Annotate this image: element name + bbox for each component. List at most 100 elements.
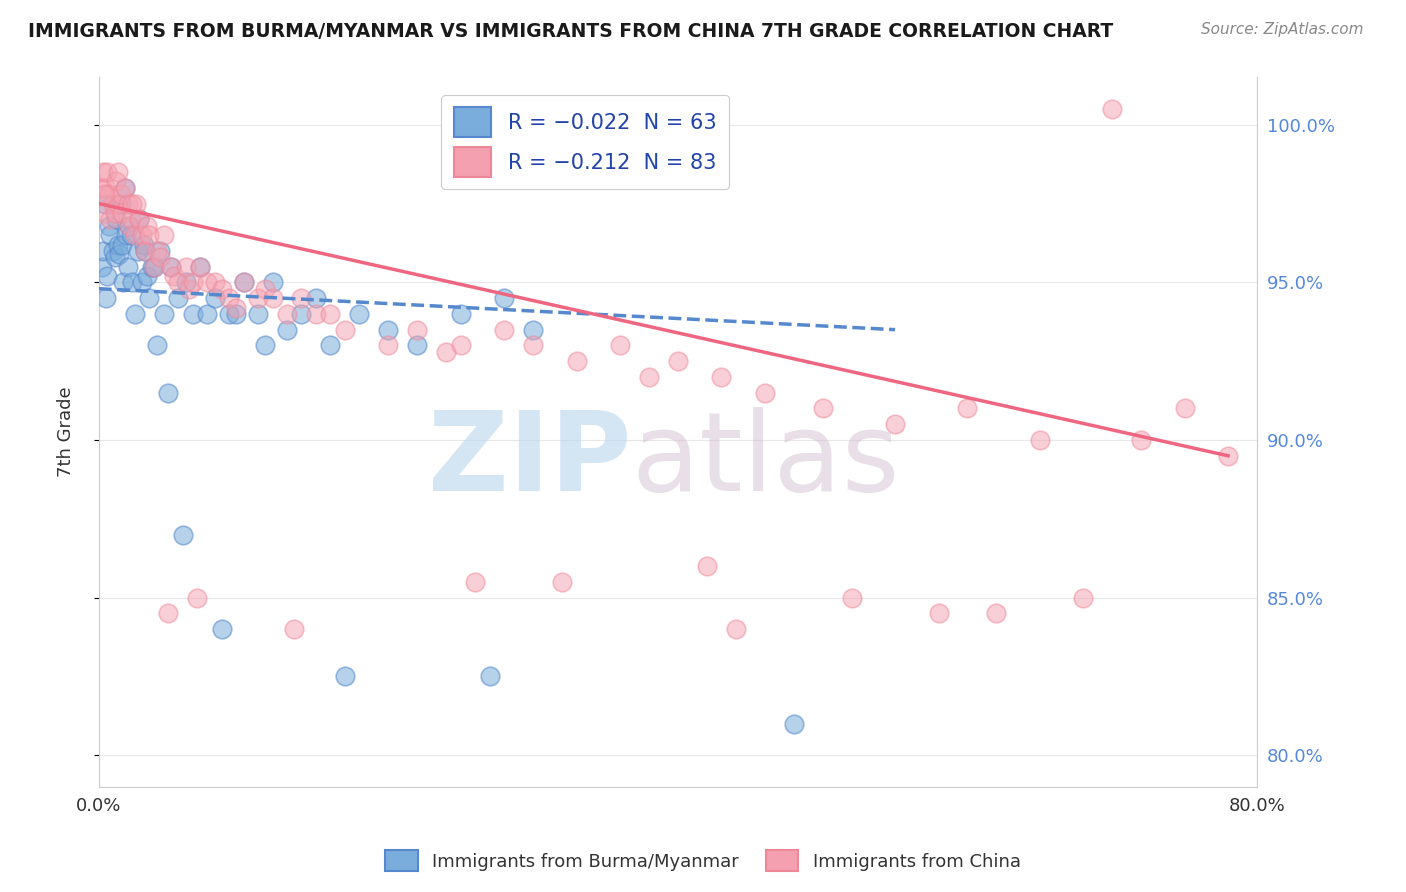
Point	[551, 574, 574, 589]
Point	[211, 282, 233, 296]
Point	[120, 228, 142, 243]
Point	[135, 219, 157, 233]
Point	[724, 622, 747, 636]
Point	[100, 212, 122, 227]
Point	[128, 212, 150, 227]
Point	[115, 228, 138, 243]
Point	[134, 244, 156, 258]
Point	[225, 301, 247, 315]
Point	[1101, 102, 1123, 116]
Point	[232, 276, 254, 290]
Point	[138, 291, 160, 305]
Point	[104, 250, 127, 264]
Point	[464, 574, 486, 589]
Point	[754, 385, 776, 400]
Point	[218, 291, 240, 305]
Text: atlas: atlas	[631, 407, 900, 514]
Point	[121, 276, 143, 290]
Point	[142, 260, 165, 274]
Point	[783, 716, 806, 731]
Text: Source: ZipAtlas.com: Source: ZipAtlas.com	[1201, 22, 1364, 37]
Point	[131, 228, 153, 243]
Point	[100, 228, 122, 243]
Point	[450, 307, 472, 321]
Point	[177, 282, 200, 296]
Point	[841, 591, 863, 605]
Point	[638, 370, 661, 384]
Point	[96, 268, 118, 283]
Point	[163, 268, 186, 283]
Point	[124, 307, 146, 321]
Point	[666, 354, 689, 368]
Point	[117, 260, 139, 274]
Point	[167, 276, 190, 290]
Legend: Immigrants from Burma/Myanmar, Immigrants from China: Immigrants from Burma/Myanmar, Immigrant…	[378, 843, 1028, 879]
Point	[276, 323, 298, 337]
Point	[107, 237, 129, 252]
Point	[97, 187, 120, 202]
Point	[1130, 433, 1153, 447]
Point	[107, 196, 129, 211]
Point	[247, 307, 270, 321]
Point	[811, 401, 834, 416]
Point	[93, 187, 115, 202]
Point	[928, 607, 950, 621]
Point	[94, 181, 117, 195]
Point	[522, 323, 544, 337]
Point	[225, 307, 247, 321]
Point	[135, 268, 157, 283]
Point	[131, 276, 153, 290]
Point	[118, 219, 141, 233]
Point	[956, 401, 979, 416]
Point	[124, 228, 146, 243]
Point	[121, 196, 143, 211]
Point	[609, 338, 631, 352]
Point	[494, 291, 516, 305]
Point	[96, 165, 118, 179]
Point	[262, 276, 284, 290]
Point	[93, 196, 115, 211]
Point	[141, 260, 163, 274]
Point	[91, 244, 114, 258]
Point	[204, 291, 226, 305]
Point	[188, 260, 211, 274]
Point	[247, 291, 270, 305]
Point	[94, 291, 117, 305]
Point	[986, 607, 1008, 621]
Point	[127, 244, 149, 258]
Point	[1216, 449, 1239, 463]
Point	[174, 260, 197, 274]
Point	[204, 276, 226, 290]
Point	[97, 219, 120, 233]
Point	[377, 323, 399, 337]
Legend: R = −0.022  N = 63, R = −0.212  N = 83: R = −0.022 N = 63, R = −0.212 N = 83	[441, 95, 730, 189]
Point	[188, 260, 211, 274]
Point	[434, 344, 457, 359]
Point	[450, 338, 472, 352]
Point	[125, 196, 148, 211]
Point	[211, 622, 233, 636]
Point	[181, 276, 204, 290]
Point	[91, 165, 114, 179]
Point	[1071, 591, 1094, 605]
Point	[195, 276, 218, 290]
Point	[262, 291, 284, 305]
Point	[153, 307, 176, 321]
Point	[181, 307, 204, 321]
Point	[254, 282, 277, 296]
Point	[134, 244, 156, 258]
Point	[305, 291, 328, 305]
Point	[157, 385, 180, 400]
Point	[132, 237, 155, 252]
Point	[319, 338, 342, 352]
Point	[406, 323, 429, 337]
Point	[110, 187, 132, 202]
Point	[112, 276, 135, 290]
Point	[138, 228, 160, 243]
Point	[107, 165, 129, 179]
Point	[111, 206, 134, 220]
Point	[104, 206, 127, 220]
Point	[145, 338, 167, 352]
Point	[145, 244, 167, 258]
Point	[103, 244, 125, 258]
